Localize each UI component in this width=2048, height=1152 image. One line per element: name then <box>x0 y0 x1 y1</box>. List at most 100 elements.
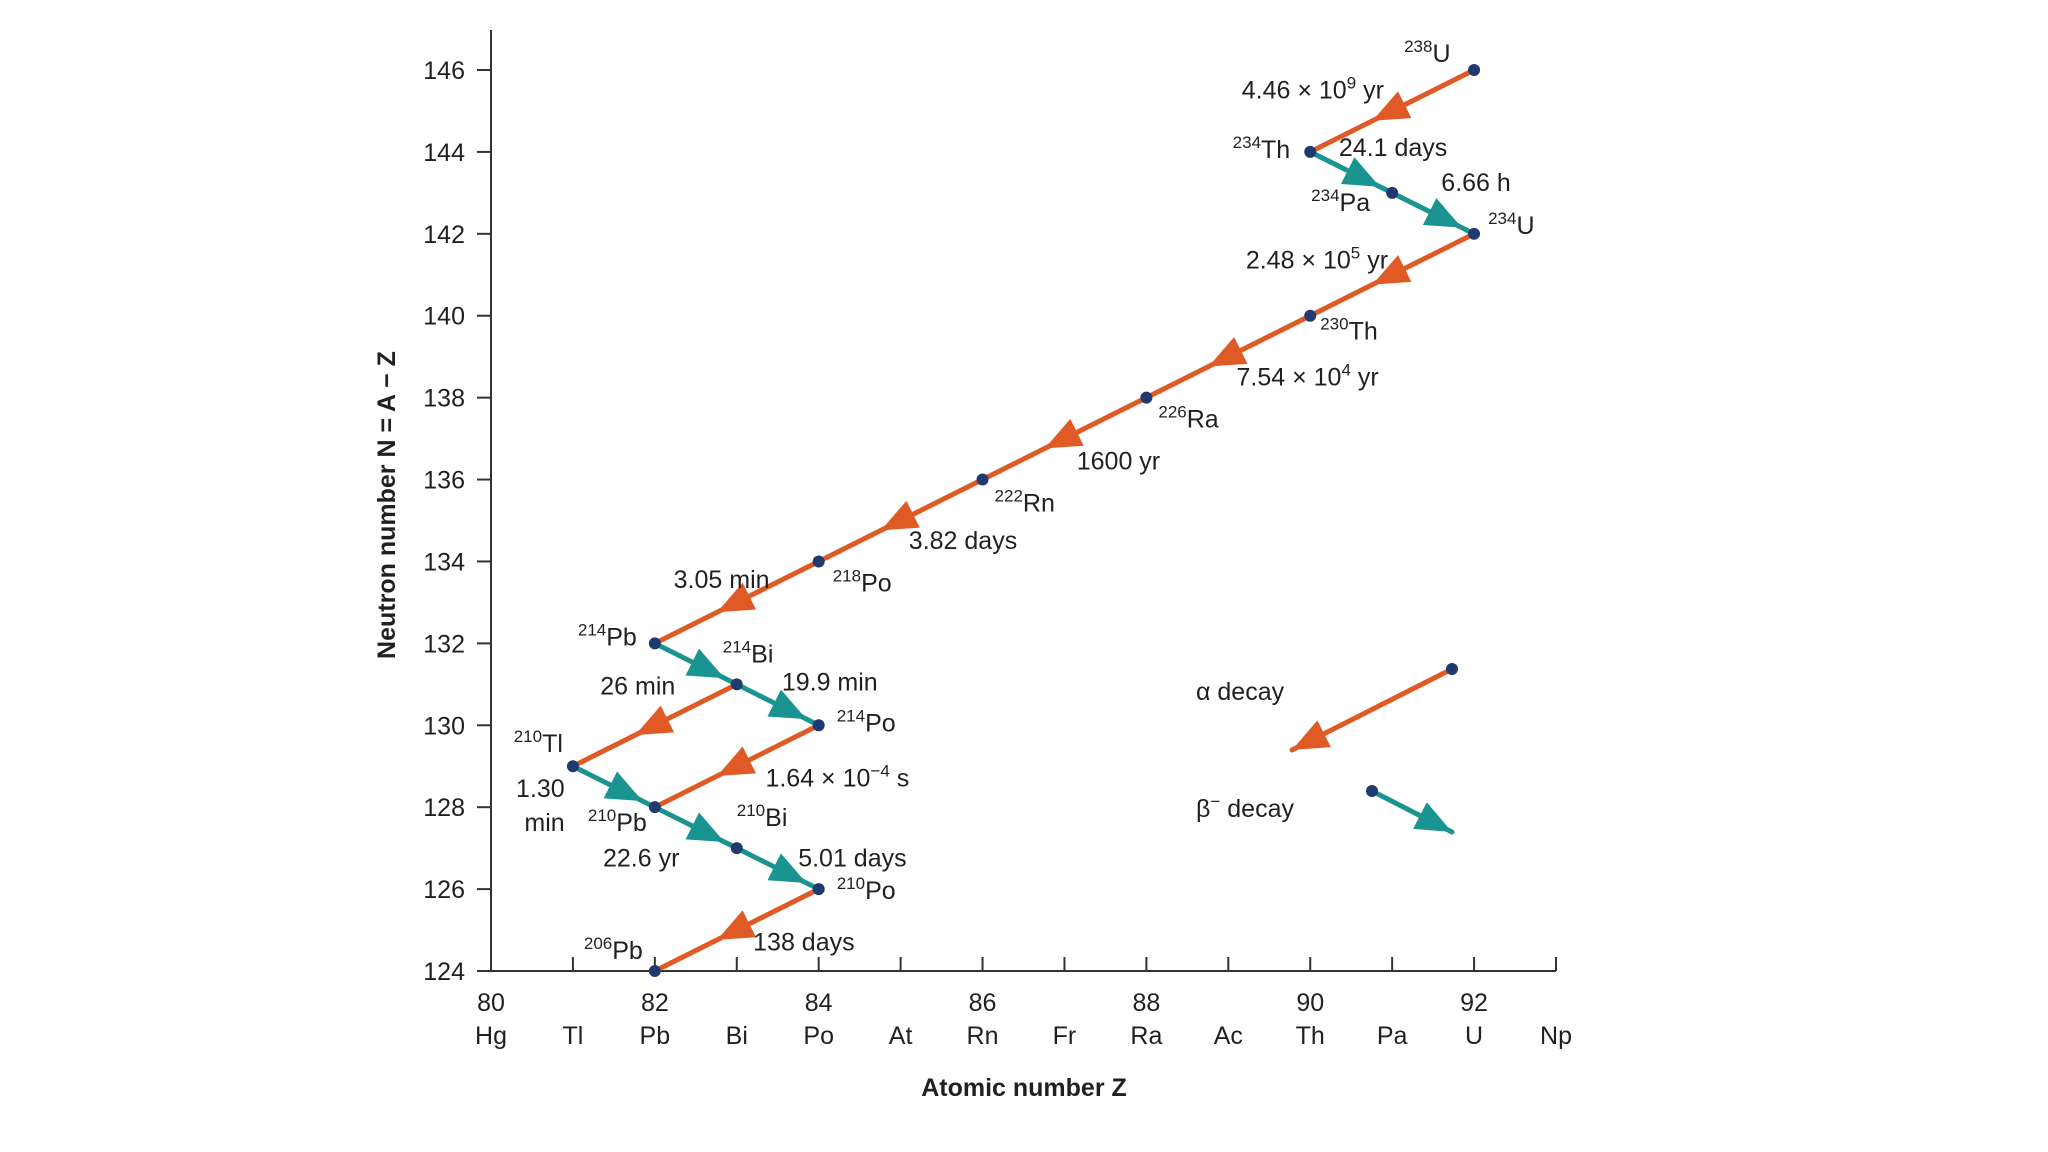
y-tick-label: 144 <box>423 139 465 167</box>
nuclide-label: 210Bi <box>737 801 788 832</box>
half-life-label: 24.1 days <box>1339 134 1447 162</box>
alpha-decay-arrow-head <box>1372 255 1412 285</box>
nuclide-labels: 238U 234Th 234Pa 234U 230Th 226Ra 222Rn 218Po 21… <box>514 37 1535 965</box>
alpha-decay-arrow-head <box>717 582 757 613</box>
nuclide-point <box>1140 391 1153 404</box>
nuclide-point <box>812 883 825 896</box>
beta-decay-arrow-head <box>685 648 725 679</box>
nuclide-label: 226Ra <box>1158 403 1218 434</box>
x-tick-element: Tl <box>563 1022 584 1050</box>
half-life-label: 2.48 × 105 yr <box>1246 244 1388 275</box>
y-tick-label: 142 <box>423 221 465 249</box>
x-tick-label: 80 <box>477 989 505 1017</box>
nuclide-label: 214Pb <box>578 620 637 651</box>
y-axis-title: Neutron number N = A − Z <box>373 351 401 659</box>
nuclide-point <box>812 719 825 732</box>
half-life-label: 7.54 × 104 yr <box>1237 360 1379 391</box>
beta-decay-arrow-head <box>767 853 807 883</box>
half-life-label: 22.6 yr <box>603 845 679 873</box>
nuclide-label: 206Pb <box>584 934 643 965</box>
legend-alpha-label: α decay <box>1196 678 1285 706</box>
alpha-decay-arrow-head <box>1208 336 1248 367</box>
half-life-label: 138 days <box>753 929 854 957</box>
nuclide-point <box>566 760 579 773</box>
y-tick-label: 136 <box>423 467 465 495</box>
x-tick-label: 92 <box>1460 989 1488 1017</box>
nuclide-point <box>1468 64 1481 76</box>
nuclide-point <box>1468 227 1481 240</box>
nuclide-point <box>730 842 743 855</box>
nuclide-label: 210Po <box>837 874 896 905</box>
nuclide-label: 222Rn <box>995 487 1055 518</box>
half-life-label: 26 min <box>600 673 675 701</box>
decay-arrows <box>570 67 1477 974</box>
nuclide-label: 210Pb <box>588 806 647 837</box>
legend-alpha-head <box>1292 720 1331 750</box>
nuclide-point <box>648 965 661 977</box>
beta-decay-arrow-head <box>685 812 725 842</box>
nuclide-label: 218Po <box>833 566 892 597</box>
legend-beta-head <box>1413 802 1452 832</box>
y-tick-label: 134 <box>423 548 465 576</box>
nuclide-points <box>566 64 1481 977</box>
half-life-label: 1.30 min <box>516 775 565 837</box>
x-tick-element: Ra <box>1130 1022 1162 1050</box>
nuclide-label: 234U <box>1488 209 1534 240</box>
x-tick-element: Fr <box>1053 1022 1077 1050</box>
half-life-label: 19.9 min <box>782 668 878 696</box>
nuclide-point <box>1386 186 1399 199</box>
beta-decay-arrow-head <box>1422 198 1462 228</box>
legend-beta-label: β− decay <box>1196 792 1294 823</box>
x-tick-element: U <box>1465 1022 1483 1050</box>
nuclide-point <box>648 637 661 650</box>
half-life-label: 6.66 h <box>1441 169 1511 197</box>
alpha-decay-arrow-head <box>880 500 920 531</box>
nuclide-label: 230Th <box>1320 315 1378 346</box>
alpha-decay-arrow-head <box>717 910 757 940</box>
legend-alpha-point <box>1446 663 1458 675</box>
beta-decay-arrow-head <box>767 689 807 720</box>
nuclide-point <box>730 678 743 691</box>
axis-ticks: 80 Hg Tl 82 Pb Bi 84 Po At 86 Rn Fr 88 Ra Ac 90 Th Pa 92 U N… <box>423 57 1572 1050</box>
x-tick-label: 88 <box>1132 989 1160 1017</box>
y-tick-label: 140 <box>423 303 465 331</box>
x-tick-label: 90 <box>1296 989 1324 1017</box>
nuclide-point <box>812 555 825 568</box>
x-tick-element: Th <box>1296 1022 1325 1050</box>
y-tick-label: 132 <box>423 630 465 658</box>
y-tick-label: 124 <box>423 958 465 986</box>
x-tick-element: Pb <box>640 1022 671 1050</box>
x-axis-title: Atomic number Z <box>921 1074 1127 1102</box>
half-life-label: 3.82 days <box>909 527 1017 555</box>
y-tick-label: 130 <box>423 712 465 740</box>
x-tick-element: At <box>889 1022 913 1050</box>
alpha-decay-arrow-head <box>1044 418 1084 449</box>
nuclide-label: 214Bi <box>723 637 774 668</box>
legend-beta-point <box>1366 785 1378 797</box>
nuclide-point <box>648 801 661 814</box>
half-life-label: 1600 yr <box>1077 447 1160 475</box>
y-tick-label: 146 <box>423 57 465 85</box>
nuclide-label: 214Po <box>837 706 896 737</box>
nuclide-label: 210Tl <box>514 727 563 758</box>
x-tick-label: 86 <box>969 989 997 1017</box>
nuclide-label: 234Th <box>1233 133 1291 164</box>
x-tick-label: 82 <box>641 989 669 1017</box>
alpha-decay-arrow-head <box>1372 91 1412 121</box>
nuclide-label: 234Pa <box>1311 186 1370 217</box>
alpha-decay-arrow-head <box>717 746 757 777</box>
alpha-decay-arrow-head <box>635 705 675 736</box>
x-tick-element: Np <box>1540 1022 1572 1050</box>
x-tick-element: Po <box>803 1022 834 1050</box>
half-life-label: 5.01 days <box>798 845 906 873</box>
x-tick-element: Pa <box>1377 1022 1408 1050</box>
beta-decay-arrow-head <box>603 771 643 802</box>
x-tick-element: Ac <box>1214 1022 1243 1050</box>
beta-decay-arrow-head <box>1340 157 1380 187</box>
y-tick-label: 128 <box>423 794 465 822</box>
half-life-label: 4.46 × 109 yr <box>1242 74 1384 105</box>
half-life-label: 3.05 min <box>674 566 770 594</box>
x-tick-element: Hg <box>475 1022 507 1050</box>
x-tick-label: 84 <box>805 989 833 1017</box>
